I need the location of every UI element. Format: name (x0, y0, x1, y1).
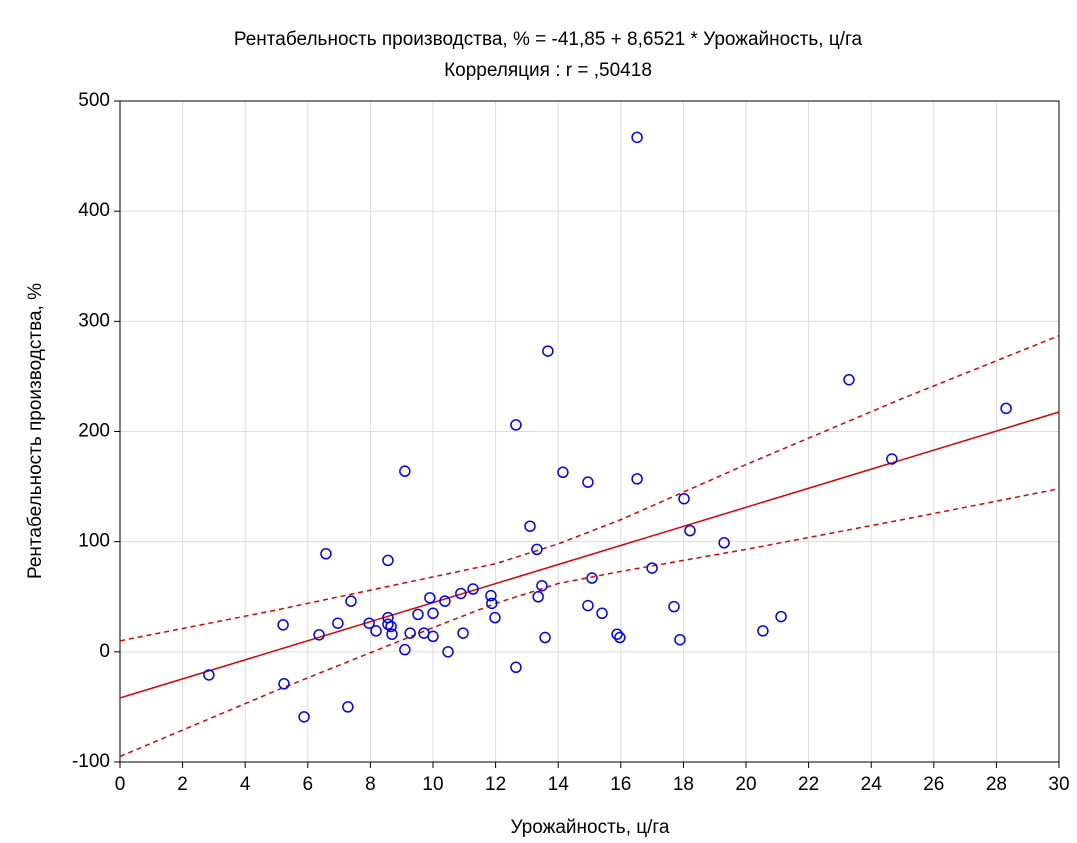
x-tick-label: 12 (485, 774, 506, 795)
point (614, 631, 626, 644)
x-tick-label: 2 (177, 774, 188, 795)
point (345, 595, 357, 607)
point (370, 625, 382, 637)
x-tick-label: 8 (365, 774, 376, 795)
point (631, 473, 643, 485)
x-tick-label: 18 (673, 774, 694, 795)
point (277, 619, 289, 631)
x-tick-label: 30 (1048, 774, 1069, 795)
x-tick-label: 4 (240, 774, 251, 795)
point (582, 599, 594, 612)
point (486, 597, 498, 610)
x-tick-label: 10 (422, 774, 443, 795)
x-tick-label: 26 (923, 774, 944, 795)
point (586, 572, 598, 584)
x-tick-label: 16 (610, 774, 631, 795)
point (439, 595, 451, 607)
point (532, 591, 544, 603)
point (363, 617, 375, 629)
point (424, 592, 436, 604)
point (386, 628, 398, 640)
y-tick-label: 100 (78, 531, 110, 552)
point (542, 345, 554, 357)
point (678, 492, 690, 505)
point (524, 520, 536, 532)
point (382, 554, 394, 567)
point (775, 610, 787, 623)
point (684, 524, 696, 537)
point (442, 646, 454, 658)
point (320, 548, 332, 560)
point (342, 701, 354, 713)
point (646, 562, 658, 574)
point (457, 627, 469, 639)
point (404, 627, 416, 639)
point (674, 633, 686, 646)
x-tick-label: 14 (548, 774, 570, 795)
x-tick-label: 6 (303, 774, 314, 795)
point (278, 678, 290, 690)
confidence-band (119, 488, 1060, 758)
point (668, 600, 680, 613)
point (332, 617, 344, 629)
point (843, 373, 855, 386)
point (399, 465, 411, 477)
point (631, 131, 643, 144)
point (886, 453, 898, 465)
y-tick-label: 300 (78, 310, 110, 331)
point (467, 583, 479, 595)
point (510, 661, 522, 674)
point (427, 607, 439, 620)
x-tick-label: 22 (798, 774, 819, 795)
point (427, 630, 439, 643)
point (203, 669, 215, 681)
point (1000, 402, 1012, 415)
y-tick-label: 0 (99, 641, 110, 662)
point (611, 628, 623, 640)
x-axis-label: Урожайность, ц/га (511, 817, 670, 838)
x-tick-label: 20 (735, 774, 756, 795)
point (557, 466, 569, 479)
point (485, 589, 497, 602)
point (757, 625, 769, 637)
point (313, 629, 325, 641)
y-tick-label: 200 (78, 421, 110, 442)
point (382, 618, 394, 631)
chart-subtitle: Корреляция : r = ,50418 (444, 60, 652, 81)
point (596, 607, 608, 620)
point (510, 419, 522, 431)
y-axis-label: Рентабельность производства, % (25, 283, 46, 579)
x-tick-label: 24 (861, 774, 883, 795)
point (718, 537, 730, 549)
point (455, 587, 467, 600)
regression-line (119, 411, 1060, 699)
point (539, 631, 551, 644)
y-tick-label: -100 (72, 751, 110, 772)
y-tick-label: 400 (78, 200, 110, 221)
x-tick-label: 0 (115, 774, 126, 795)
point (385, 620, 397, 633)
point (489, 611, 501, 624)
point (531, 543, 543, 556)
point (536, 579, 548, 592)
point (298, 711, 310, 723)
plot-frame (119, 100, 1060, 763)
point (399, 643, 411, 656)
point (582, 476, 594, 488)
chart-title: Рентабельность производства, % = -41,85 … (234, 29, 863, 50)
point (412, 608, 424, 621)
x-tick-label: 28 (986, 774, 1007, 795)
y-tick-label: 500 (78, 90, 110, 111)
